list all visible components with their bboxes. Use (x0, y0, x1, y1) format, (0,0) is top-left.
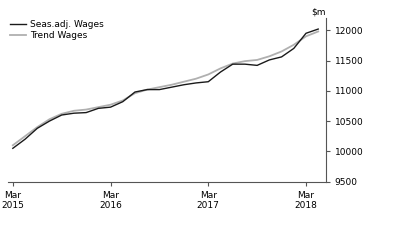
Trend Wages (243, 60, 247, 62)
Seas.adj. Wages (243, 63, 247, 66)
Trend Wages (108, 103, 113, 106)
Trend Wages (23, 135, 27, 138)
Line: Seas.adj. Wages: Seas.adj. Wages (13, 29, 318, 148)
Seas.adj. Wages (267, 59, 272, 61)
Seas.adj. Wages (230, 63, 235, 66)
Trend Wages (145, 88, 150, 91)
Seas.adj. Wages (71, 112, 76, 115)
Seas.adj. Wages (23, 138, 27, 141)
Seas.adj. Wages (206, 80, 211, 83)
Text: $m: $m (311, 7, 326, 17)
Trend Wages (291, 43, 296, 46)
Trend Wages (181, 80, 186, 83)
Trend Wages (267, 55, 272, 58)
Trend Wages (206, 73, 211, 76)
Seas.adj. Wages (194, 81, 198, 84)
Trend Wages (279, 50, 284, 53)
Seas.adj. Wages (169, 86, 174, 89)
Seas.adj. Wages (316, 28, 321, 30)
Seas.adj. Wages (157, 88, 162, 91)
Seas.adj. Wages (59, 114, 64, 116)
Seas.adj. Wages (255, 64, 260, 67)
Seas.adj. Wages (120, 100, 125, 103)
Trend Wages (255, 59, 260, 61)
Trend Wages (120, 99, 125, 102)
Trend Wages (194, 77, 198, 80)
Seas.adj. Wages (35, 127, 40, 130)
Trend Wages (35, 126, 40, 128)
Trend Wages (169, 83, 174, 86)
Seas.adj. Wages (96, 107, 101, 110)
Seas.adj. Wages (304, 32, 308, 35)
Trend Wages (71, 109, 76, 112)
Seas.adj. Wages (84, 111, 89, 114)
Trend Wages (47, 118, 52, 121)
Line: Trend Wages: Trend Wages (13, 32, 318, 145)
Seas.adj. Wages (133, 91, 137, 93)
Trend Wages (218, 67, 223, 70)
Legend: Seas.adj. Wages, Trend Wages: Seas.adj. Wages, Trend Wages (10, 20, 103, 40)
Trend Wages (230, 62, 235, 65)
Seas.adj. Wages (279, 56, 284, 58)
Trend Wages (157, 86, 162, 89)
Seas.adj. Wages (47, 120, 52, 122)
Seas.adj. Wages (10, 147, 15, 150)
Trend Wages (96, 106, 101, 109)
Trend Wages (59, 112, 64, 115)
Trend Wages (84, 108, 89, 111)
Seas.adj. Wages (145, 88, 150, 91)
Seas.adj. Wages (291, 47, 296, 50)
Trend Wages (316, 30, 321, 33)
Seas.adj. Wages (108, 106, 113, 109)
Trend Wages (133, 92, 137, 95)
Trend Wages (304, 35, 308, 38)
Seas.adj. Wages (218, 71, 223, 73)
Trend Wages (10, 144, 15, 147)
Seas.adj. Wages (181, 83, 186, 86)
